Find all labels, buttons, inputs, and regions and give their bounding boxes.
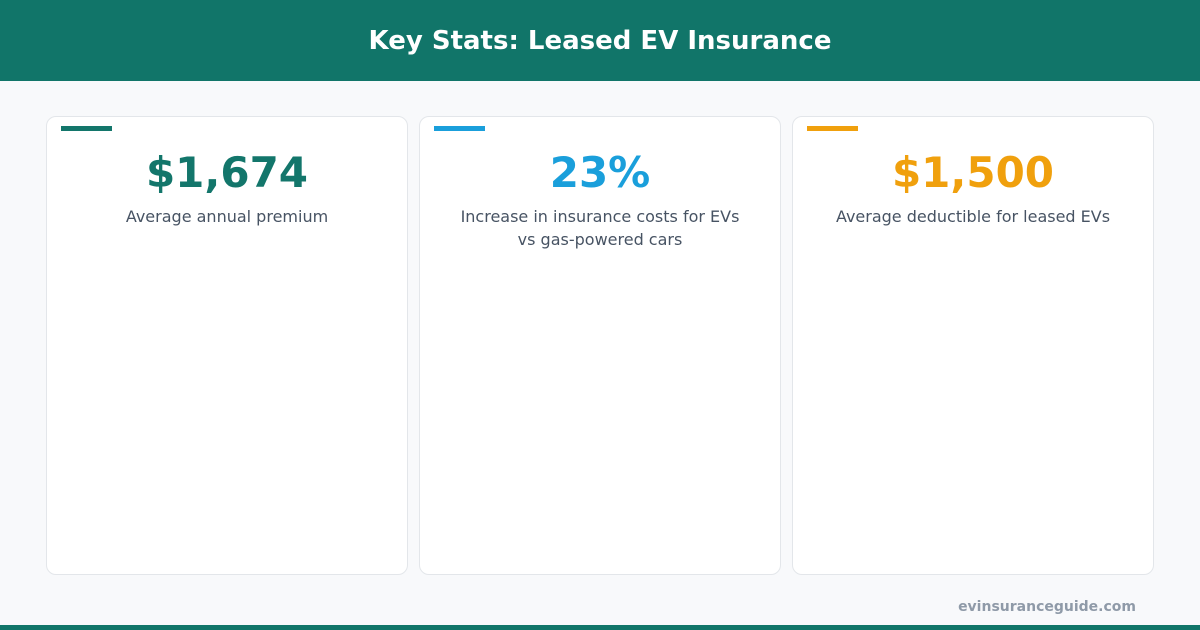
stat-value: 23% xyxy=(549,148,651,197)
accent-bar xyxy=(61,126,112,131)
stat-label: Average annual premium xyxy=(125,207,329,226)
header: Key Stats: Leased EV Insurance xyxy=(0,0,1200,81)
bottom-bar xyxy=(0,625,1200,630)
stat-card: $1,674 Average annual premium xyxy=(46,116,408,575)
accent-bar xyxy=(434,126,485,131)
accent-bar xyxy=(807,126,858,131)
card-row: $1,674 Average annual premium 23% Increase … xyxy=(46,116,1154,575)
stat-label: Average deductible for leased EVs xyxy=(835,207,1111,226)
stat-card: 23% Increase in insurance costs for EVs v… xyxy=(419,116,781,575)
site-name: evinsuranceguide.com xyxy=(958,599,1136,615)
title: Key Stats: Leased EV Insurance xyxy=(368,25,832,56)
stat-label: Increase in insurance costs for EVs vs g… xyxy=(460,207,740,249)
stat-card: $1,500 Average deductible for leased EVs xyxy=(792,116,1154,575)
stat-value: $1,500 xyxy=(891,148,1055,197)
stat-value: $1,674 xyxy=(145,148,309,197)
